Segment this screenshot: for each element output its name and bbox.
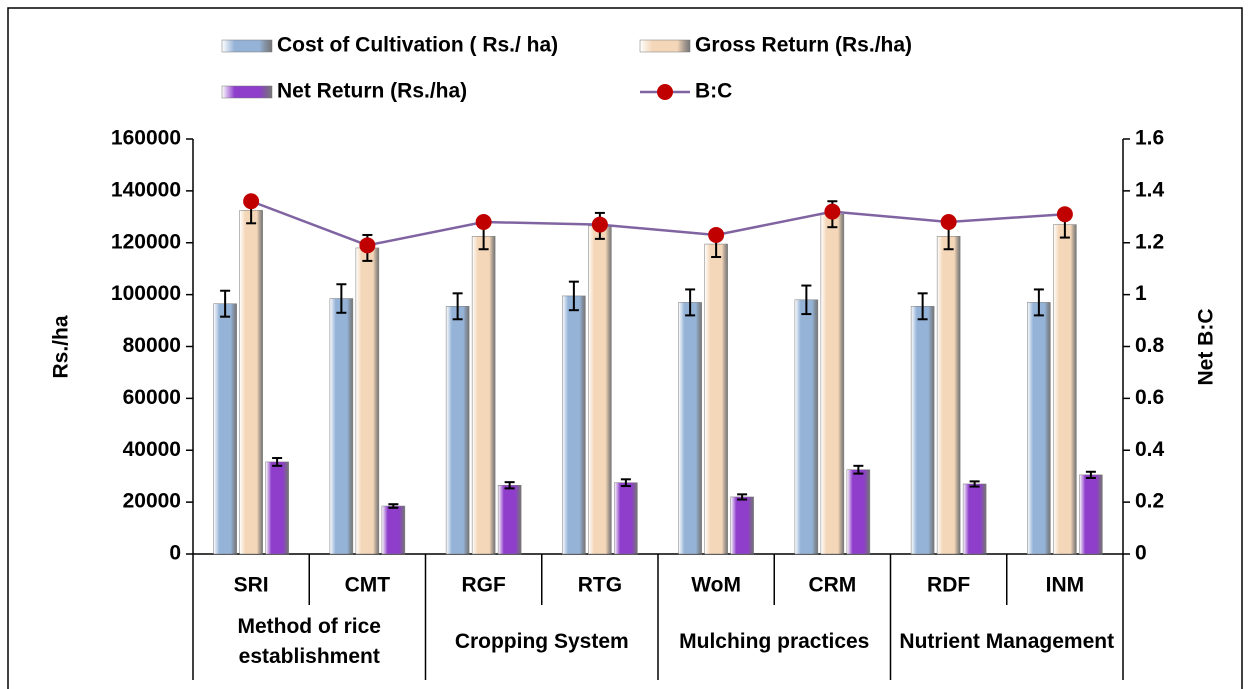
y-tick-label: 80000 bbox=[123, 334, 181, 357]
line-marker bbox=[243, 193, 260, 210]
line-marker bbox=[591, 216, 608, 233]
error-bar bbox=[917, 292, 928, 321]
legend-marker bbox=[657, 84, 673, 100]
x-tick-label: RDF bbox=[927, 574, 970, 597]
line-marker bbox=[940, 214, 957, 230]
y-tick-label: 120000 bbox=[111, 230, 181, 253]
y-tick-label: 100000 bbox=[111, 282, 181, 305]
y2-tick-label: 1.2 bbox=[1135, 230, 1164, 253]
frame bbox=[7, 7, 1243, 689]
bar bbox=[820, 213, 845, 555]
y2-tick-label: 0.6 bbox=[1135, 386, 1164, 409]
error-bar bbox=[969, 480, 980, 488]
error-bar bbox=[853, 464, 864, 475]
error-bar bbox=[504, 481, 515, 490]
bar bbox=[794, 299, 819, 555]
group-label: Nutrient Management bbox=[899, 630, 1115, 653]
group-label: Method of rice establishment bbox=[237, 615, 381, 668]
bar bbox=[329, 298, 354, 555]
group-label: Cropping System bbox=[454, 630, 629, 653]
legend-label: Gross Return (Rs./ha) bbox=[695, 34, 912, 57]
y-tick-label: 0 bbox=[169, 542, 181, 565]
bar bbox=[962, 483, 987, 555]
y2-tick-label: 1.6 bbox=[1135, 127, 1164, 150]
group-label: Mulching practices bbox=[679, 630, 870, 653]
y2-tick-label: 0.4 bbox=[1135, 438, 1165, 461]
y2-tick-label: 0.8 bbox=[1135, 334, 1165, 357]
bar bbox=[355, 247, 380, 555]
x-tick-label: CRM bbox=[808, 574, 856, 597]
bar bbox=[239, 210, 263, 555]
legend-label: B:C bbox=[695, 80, 732, 103]
legend-label: Cost of Cultivation ( Rs./ ha) bbox=[277, 34, 558, 57]
x-tick-label: INM bbox=[1046, 574, 1085, 597]
error-bar bbox=[452, 292, 463, 321]
y2-tick-label: 1.4 bbox=[1135, 178, 1165, 201]
legend-label: Net Return (Rs./ha) bbox=[277, 80, 467, 103]
error-bar bbox=[336, 283, 347, 314]
legend-swatch bbox=[221, 39, 273, 53]
y-tick-label: 20000 bbox=[123, 490, 181, 513]
error-bar bbox=[388, 503, 399, 509]
bar bbox=[678, 302, 702, 555]
x-tick-label: RTG bbox=[578, 574, 622, 597]
error-bar bbox=[801, 284, 812, 316]
bar bbox=[471, 236, 496, 555]
bar bbox=[614, 482, 638, 555]
x-tick-label: CMT bbox=[345, 574, 391, 597]
bar bbox=[936, 236, 961, 555]
bar bbox=[730, 496, 754, 555]
bar bbox=[497, 485, 522, 555]
y-tick-label: 160000 bbox=[111, 127, 181, 150]
y2-tick-label: 0.2 bbox=[1135, 490, 1164, 513]
bar bbox=[704, 243, 728, 555]
legend-swatch bbox=[221, 85, 273, 99]
error-bar bbox=[620, 478, 631, 488]
y2-tick-label: 1 bbox=[1135, 282, 1147, 305]
x-tick-label: WoM bbox=[691, 574, 741, 597]
error-bar bbox=[1085, 470, 1096, 480]
y-tick-label: 140000 bbox=[111, 178, 181, 201]
bar bbox=[1053, 224, 1077, 555]
y-axis-label: Rs./ha bbox=[50, 315, 73, 378]
y-tick-label: 40000 bbox=[123, 438, 181, 461]
error-bar bbox=[220, 289, 231, 318]
bar bbox=[445, 306, 470, 555]
x-tick-label: SRI bbox=[234, 574, 269, 597]
bar bbox=[562, 295, 586, 555]
error-bar bbox=[685, 288, 696, 317]
bar bbox=[588, 225, 612, 555]
error-bar bbox=[737, 493, 748, 501]
error-bar bbox=[568, 280, 579, 312]
line-marker bbox=[1056, 206, 1073, 223]
y2-tick-label: 0 bbox=[1135, 542, 1147, 565]
error-bar bbox=[1033, 288, 1044, 317]
x-tick-label: RGF bbox=[461, 574, 506, 597]
line-marker bbox=[824, 203, 841, 220]
bar bbox=[213, 303, 237, 555]
bar bbox=[381, 505, 406, 555]
bar bbox=[1027, 302, 1051, 555]
y2-axis-label: Net B:C bbox=[1195, 309, 1218, 386]
error-bar bbox=[272, 457, 283, 467]
line-marker bbox=[359, 237, 376, 254]
legend-swatch bbox=[639, 39, 691, 53]
line-marker bbox=[708, 226, 725, 243]
bar bbox=[910, 306, 935, 555]
bar bbox=[1079, 474, 1103, 555]
y-tick-label: 60000 bbox=[123, 386, 181, 409]
bar bbox=[846, 469, 871, 555]
line bbox=[250, 200, 1065, 247]
bar bbox=[265, 461, 289, 555]
line-marker bbox=[475, 214, 492, 230]
